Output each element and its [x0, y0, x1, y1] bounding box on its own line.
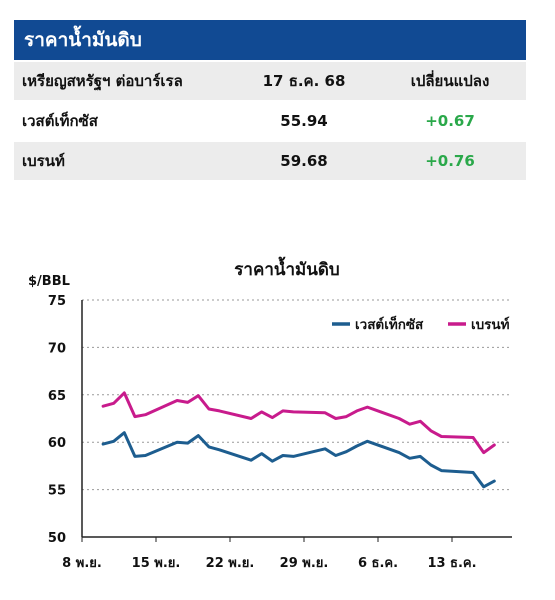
header-currency: เหรียญสหรัฐฯ ต่อบาร์เรล	[22, 72, 183, 90]
y-tick-label: 60	[48, 436, 66, 451]
legend: เวสต์เท็กซัส เบรนท์	[332, 315, 510, 333]
chart-title: ราคาน้ำมันดิบ	[234, 256, 339, 280]
table-title: ราคาน้ำมันดิบ	[14, 20, 526, 60]
price-table: ราคาน้ำมันดิบ เหรียญสหรัฐฯ ต่อบาร์เรล 17…	[14, 20, 526, 180]
y-tick-label: 65	[48, 389, 66, 404]
header-date: 17 ธ.ค. 68	[262, 72, 346, 90]
row-name-wti: เวสต์เท็กซัส	[22, 112, 98, 130]
x-tick-label: 15 พ.ย.	[132, 556, 181, 571]
x-tick-label: 8 พ.ย.	[62, 556, 102, 571]
row-price-brent: 59.68	[280, 152, 328, 170]
series-layer	[101, 391, 496, 489]
table-row: เวสต์เท็กซัส 55.94 +0.67	[14, 102, 526, 140]
table-row: เบรนท์ 59.68 +0.76	[14, 142, 526, 180]
row-name-brent: เบรนท์	[22, 152, 65, 170]
y-tick-label: 75	[48, 294, 66, 309]
row-change-brent: +0.76	[425, 152, 475, 170]
x-tick-label: 13 ธ.ค.	[427, 556, 476, 571]
table-header-row: เหรียญสหรัฐฯ ต่อบาร์เรล 17 ธ.ค. 68 เปลี่…	[14, 62, 526, 100]
series-line-wti	[101, 431, 496, 489]
y-axis-unit: $/BBL	[28, 274, 70, 289]
axis-layer: 50 55 60 65 70 75 8 พ.ย. 15 พ.ย. 22 พ.ย. 29 พ.ย. 6…	[48, 294, 512, 571]
legend-label: เบรนท์	[471, 316, 510, 333]
x-tick-label: 29 พ.ย.	[280, 556, 329, 571]
legend-label: เวสต์เท็กซัส	[355, 315, 424, 333]
row-price-wti: 55.94	[280, 112, 328, 130]
x-tick-label: 6 ธ.ค.	[358, 556, 398, 571]
y-tick-label: 50	[48, 531, 66, 546]
x-tick-label: 22 พ.ย.	[206, 556, 255, 571]
y-tick-label: 70	[48, 341, 66, 356]
header-change: เปลี่ยนแปลง	[410, 72, 490, 90]
series-line-brent	[101, 391, 496, 455]
y-tick-label: 55	[48, 484, 66, 499]
grid-layer	[82, 299, 512, 491]
row-change-wti: +0.67	[425, 112, 475, 130]
